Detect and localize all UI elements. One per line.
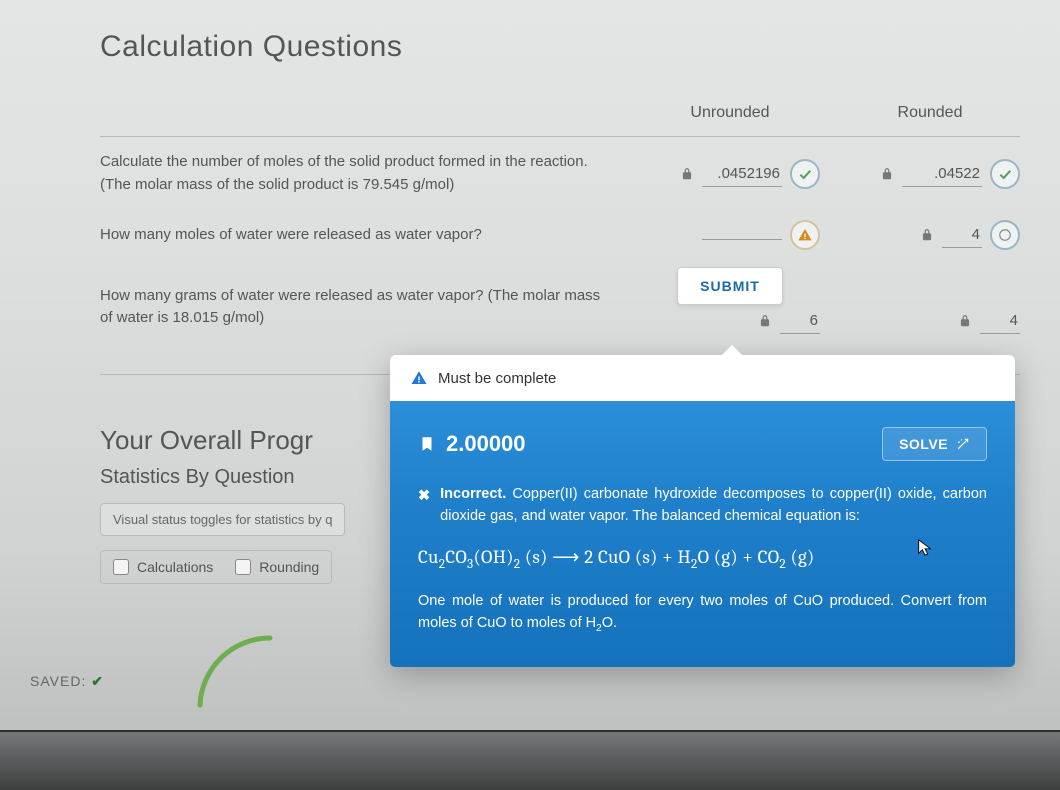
question-1-text: Calculate the number of moles of the sol… bbox=[100, 137, 620, 210]
taskbar bbox=[0, 730, 1060, 790]
feedback-popover: Must be complete 2.00000 SOLVE ✖ Incorre… bbox=[390, 355, 1015, 667]
check-icon: ✔ bbox=[91, 673, 104, 689]
check-icon bbox=[790, 159, 820, 189]
bookmark-icon bbox=[418, 433, 436, 455]
lock-icon bbox=[758, 314, 772, 328]
incorrect-icon: ✖ bbox=[418, 485, 430, 528]
feedback-text-1: ✖ Incorrect. Copper(II) carbonate hydrox… bbox=[418, 483, 987, 528]
q2-rounded-value: 4 bbox=[942, 222, 982, 248]
q2-unrounded-value bbox=[702, 231, 782, 240]
question-3-text: How many grams of water were released as… bbox=[100, 271, 620, 344]
checkbox-icon bbox=[113, 559, 129, 575]
equation: Cu2CO3(OH)2 (s) ⟶ 2 CuO (s) + H2O (g) + … bbox=[418, 546, 987, 572]
wand-icon bbox=[956, 437, 970, 451]
submit-button[interactable]: SUBMIT bbox=[677, 267, 783, 305]
feedback-text-2: One mole of water is produced for every … bbox=[418, 590, 987, 637]
page-title: Calculation Questions bbox=[100, 30, 1020, 64]
q1-rounded-cell[interactable]: .04522 bbox=[840, 151, 1020, 197]
pending-icon bbox=[990, 220, 1020, 250]
toggle-rounding[interactable]: Rounding bbox=[235, 559, 319, 575]
col-unrounded: Unrounded bbox=[640, 104, 820, 136]
warning-icon bbox=[410, 369, 428, 387]
toggle-rounding-label: Rounding bbox=[259, 559, 319, 575]
lock-icon bbox=[958, 314, 972, 328]
q3-rounded-value: 4 bbox=[980, 308, 1020, 334]
answer-grid: Unrounded Rounded Calculate the number o… bbox=[100, 104, 1020, 344]
q3-rounded-cell[interactable]: 4 bbox=[840, 300, 1020, 342]
lock-icon bbox=[680, 167, 694, 181]
check-icon bbox=[990, 159, 1020, 189]
points-value: 2.00000 bbox=[446, 431, 526, 457]
checkbox-icon bbox=[235, 559, 251, 575]
toggle-calculations-label: Calculations bbox=[137, 559, 213, 575]
solve-label: SOLVE bbox=[899, 436, 948, 452]
warning-icon bbox=[790, 220, 820, 250]
stat-toggles: Calculations Rounding bbox=[100, 550, 332, 584]
saved-status: SAVED: ✔ bbox=[30, 673, 104, 690]
q1-unrounded-value: .0452196 bbox=[702, 161, 782, 187]
q1-unrounded-cell[interactable]: .0452196 bbox=[640, 151, 820, 197]
lock-icon bbox=[920, 228, 934, 242]
q3-unrounded-cell[interactable]: 6 bbox=[640, 300, 820, 342]
q2-rounded-cell[interactable]: 4 bbox=[840, 212, 1020, 258]
col-rounded: Rounded bbox=[840, 104, 1020, 136]
question-2-text: How many moles of water were released as… bbox=[100, 210, 620, 261]
progress-arc bbox=[190, 630, 350, 710]
q1-rounded-value: .04522 bbox=[902, 161, 982, 187]
q2-unrounded-cell[interactable] bbox=[640, 212, 820, 258]
toggle-calculations[interactable]: Calculations bbox=[113, 559, 213, 575]
q3-unrounded-value: 6 bbox=[780, 308, 820, 334]
solve-button[interactable]: SOLVE bbox=[882, 427, 987, 461]
lock-icon bbox=[880, 167, 894, 181]
popover-header: Must be complete bbox=[390, 355, 1015, 401]
popover-header-text: Must be complete bbox=[438, 370, 556, 387]
toggle-hint: Visual status toggles for statistics by … bbox=[100, 503, 345, 536]
points-display: 2.00000 bbox=[418, 431, 526, 457]
